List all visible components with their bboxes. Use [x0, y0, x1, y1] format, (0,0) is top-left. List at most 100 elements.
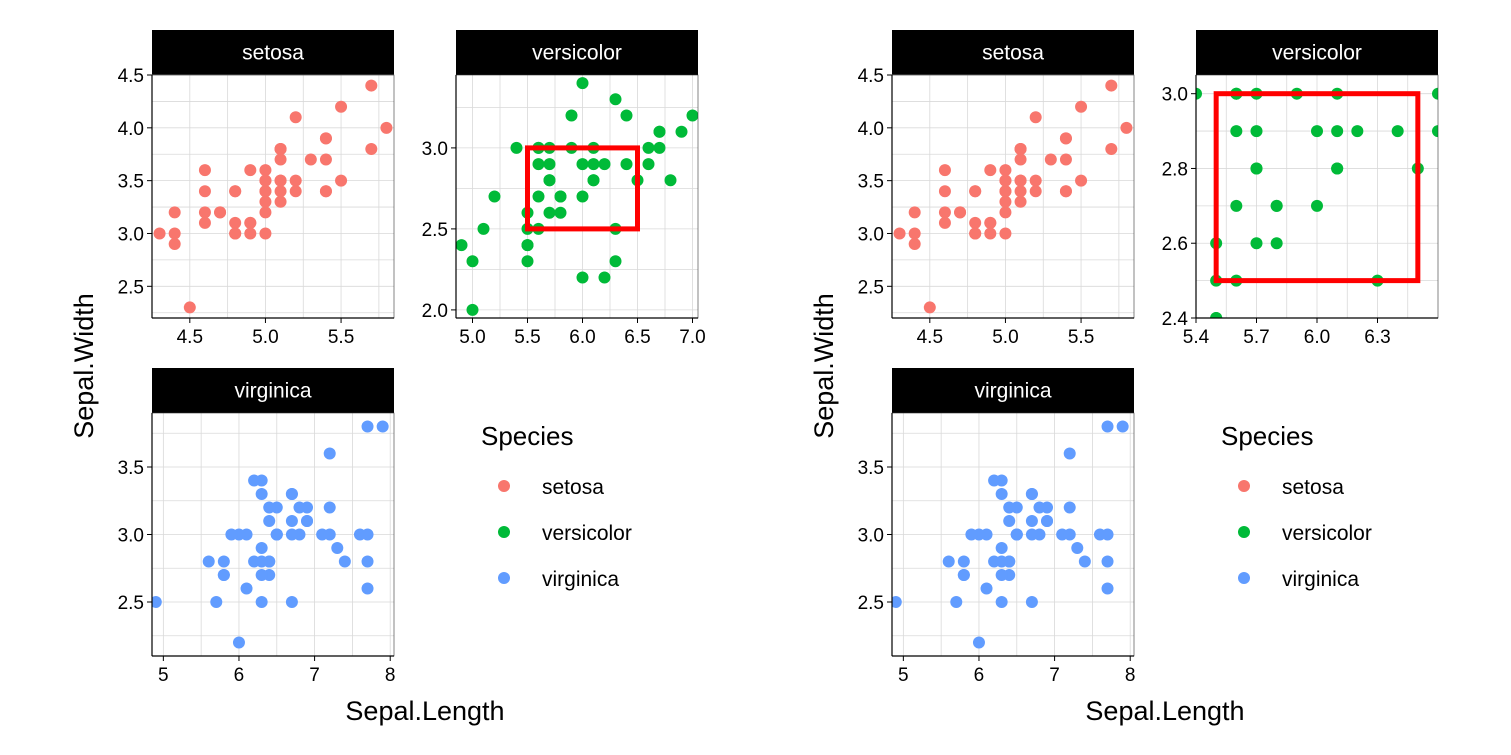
facet-panel-setosa: setosa 4.5 5.0 5.5 2.5 3.0 3.5 4.0 4.5 [858, 30, 1135, 348]
data-point [957, 569, 970, 581]
legend-label: versicolor [542, 522, 632, 545]
data-point [1331, 125, 1344, 138]
data-point [587, 174, 600, 187]
x-tick-label: 7.0 [679, 327, 705, 348]
y-tick-label: 4.5 [118, 66, 144, 87]
data-point [263, 501, 276, 514]
y-tick-label: 3.5 [118, 458, 144, 479]
data-point [1196, 87, 1202, 100]
legend-label: setosa [542, 476, 604, 499]
points-versicolor [456, 77, 698, 316]
y-tick-label: 2.5 [858, 593, 884, 614]
data-point [285, 596, 298, 608]
data-point [259, 174, 272, 187]
points-setosa [153, 79, 393, 314]
data-point [259, 185, 272, 198]
data-point [576, 271, 589, 284]
data-point [1078, 555, 1091, 568]
data-point [361, 528, 374, 541]
x-tick-label: 6.0 [1304, 327, 1330, 348]
data-point [1010, 528, 1023, 541]
data-point [198, 164, 211, 177]
data-point [168, 227, 181, 240]
data-point [477, 222, 490, 235]
data-point [1101, 420, 1114, 433]
data-point [1014, 174, 1027, 187]
data-point [1041, 515, 1054, 527]
data-point [210, 596, 223, 608]
legend-key-virginica [1238, 572, 1250, 584]
x-tick-label: 5.5 [1068, 327, 1094, 348]
x-tick-label: 6 [974, 665, 985, 686]
facet-strip [152, 368, 394, 413]
data-point [995, 596, 1008, 608]
data-point [1120, 121, 1133, 134]
y-tick-label: 2.8 [1162, 159, 1188, 180]
y-tick-label: 3.0 [858, 224, 884, 245]
data-point [1351, 125, 1364, 138]
data-point [319, 132, 332, 145]
data-point [217, 555, 230, 568]
data-point [598, 271, 611, 284]
data-point [240, 582, 253, 595]
data-point [1025, 528, 1038, 541]
data-point [950, 596, 963, 608]
data-point [289, 174, 302, 187]
data-point [999, 206, 1012, 219]
x-tick-label: 6.0 [569, 327, 595, 348]
data-point [554, 206, 567, 219]
data-point [217, 569, 230, 581]
data-point [152, 596, 162, 608]
data-point [274, 153, 287, 166]
x-tick-label: 5.7 [1243, 327, 1269, 348]
y-tick-label: 2.6 [1162, 234, 1188, 255]
y-tick-label: 3.0 [1162, 85, 1188, 106]
panel-border [151, 74, 395, 319]
y-tick-label: 4.5 [858, 66, 884, 87]
data-point [938, 164, 951, 177]
x-tick-label: 4.5 [917, 327, 943, 348]
data-point [969, 216, 982, 229]
data-point [335, 174, 348, 187]
data-point [554, 190, 567, 203]
data-point [1101, 582, 1114, 595]
data-point [255, 542, 268, 554]
data-point [335, 100, 348, 113]
x-tick-label: 5.0 [992, 327, 1018, 348]
data-point [229, 185, 242, 198]
data-point [642, 158, 655, 171]
data-point [1025, 596, 1038, 608]
y-tick-label: 3.5 [118, 172, 144, 193]
x-tick-label: 5.0 [252, 327, 278, 348]
data-point [1014, 195, 1027, 208]
legend-key-setosa [498, 480, 510, 492]
data-point [214, 206, 227, 219]
data-point [543, 174, 556, 187]
legend-label: virginica [1282, 568, 1359, 591]
data-point [319, 185, 332, 198]
data-point [376, 420, 389, 433]
data-point [301, 515, 314, 527]
data-point [908, 206, 921, 219]
data-point [323, 447, 336, 460]
data-point [1014, 185, 1027, 198]
data-point [259, 164, 272, 177]
data-point [532, 158, 545, 171]
x-tick-label: 6.5 [624, 327, 650, 348]
data-point [456, 239, 468, 252]
facet-strip [1196, 30, 1438, 75]
legend-label: setosa [1282, 476, 1344, 499]
data-point [1432, 125, 1438, 138]
panel-border [891, 74, 1135, 319]
x-tick-label: 5.5 [328, 327, 354, 348]
data-point [323, 528, 336, 541]
y-axis-title: Sepal.Width [809, 293, 839, 439]
facet-strip-label: versicolor [532, 42, 622, 65]
facet-strip-label: setosa [982, 42, 1044, 65]
scatter-chart-2: setosa 4.5 5.0 5.5 2.5 3.0 3.5 4.0 4.5 versicolor… [809, 30, 1439, 726]
data-point [1210, 312, 1223, 318]
data-point [1003, 515, 1016, 527]
x-axis-title: Sepal.Length [1085, 696, 1244, 726]
data-point [642, 141, 655, 154]
y-tick-label: 2.4 [1162, 309, 1189, 330]
